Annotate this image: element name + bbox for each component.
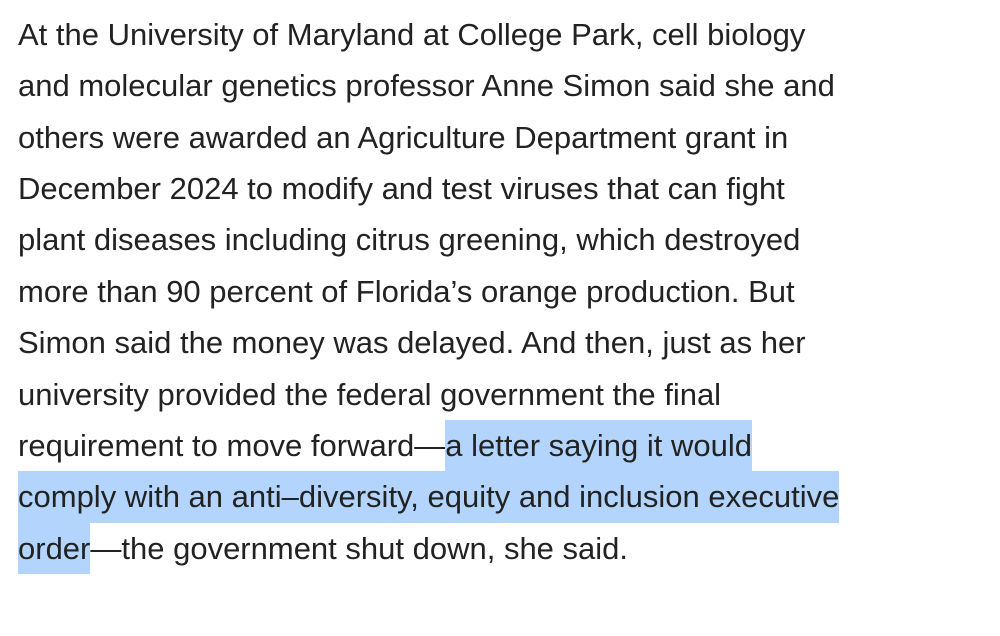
text: plant diseases including citrus greening… [18,222,801,258]
text: —the government shut down, she said. [90,530,629,566]
text: At the University of Maryland at College… [18,16,806,52]
text-line: December 2024 to modify and test viruses… [18,163,785,214]
text-line: university provided the federal governme… [18,369,721,420]
selected-text: comply with an anti–diversity, equity an… [18,471,840,523]
text: others were awarded an Agriculture Depar… [18,119,789,155]
text: university provided the federal governme… [18,376,722,412]
text-line: others were awarded an Agriculture Depar… [18,112,788,163]
text-line: comply with an anti–diversity, equity an… [18,471,840,523]
text: and molecular genetics professor Anne Si… [18,68,835,104]
text: Simon said the money was delayed. And th… [18,325,806,361]
text-line: requirement to move forward—a letter say… [18,420,752,472]
text: December 2024 to modify and test viruses… [18,171,785,206]
text-line: order—the government shut down, she said… [18,522,629,575]
text: more than 90 percent of Florida’s orange… [18,273,795,309]
selected-text: order [18,522,91,575]
text-line: Simon said the money was delayed. And th… [18,317,806,368]
text-line: and molecular genetics professor Anne Si… [18,60,835,111]
text-line: plant diseases including citrus greening… [18,214,800,265]
text-line: At the University of Maryland at College… [18,9,805,60]
text: requirement to move forward— [18,428,446,463]
text-line: more than 90 percent of Florida’s orange… [18,266,795,317]
selected-text: a letter saying it would [445,420,752,472]
